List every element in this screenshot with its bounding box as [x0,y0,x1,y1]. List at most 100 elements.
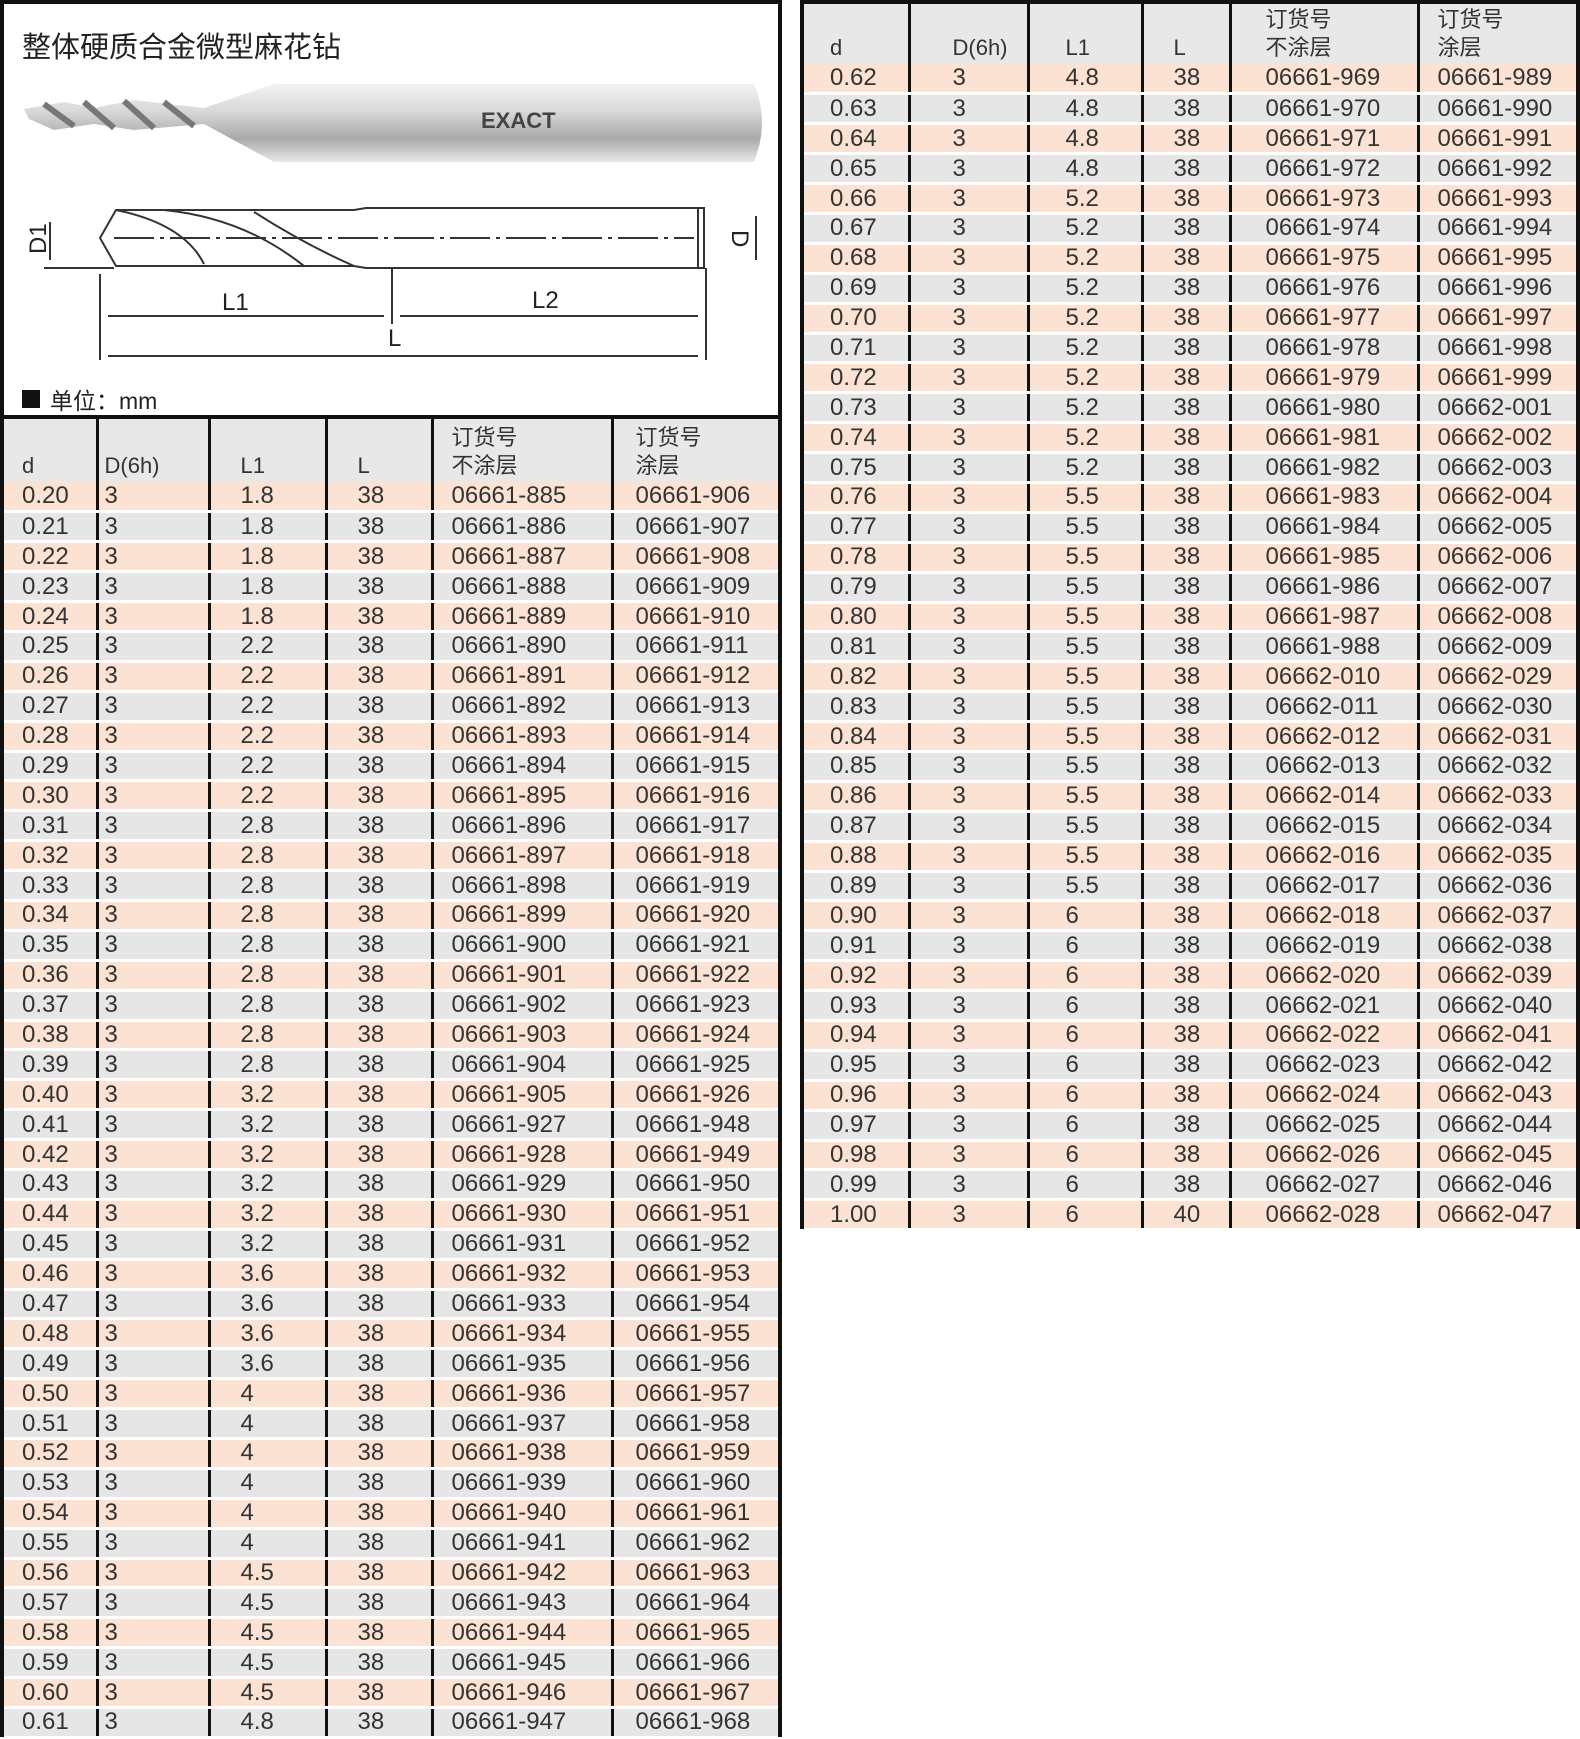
cell-total-length: 38 [1140,1169,1230,1202]
cell-flute-length: 3.6 [207,1318,326,1351]
cell-diameter: 0.28 [4,721,97,753]
table-row: 0.96 3 6 38 06662-024 06662-043 [804,1080,1576,1112]
table-row: 0.55 3 4 38 06661-941 06661-962 [4,1528,778,1560]
cell-diameter: 0.85 [804,751,909,783]
cell-shank: 3 [95,900,209,932]
cell-total-length: 38 [1140,93,1230,126]
cell-shank: 3 [95,1199,209,1231]
cell-order-uncoated: 06661-979 [1228,362,1418,395]
cell-total-length: 38 [324,1289,432,1321]
table-row: 0.51 3 4 38 06661-937 06661-958 [4,1408,778,1440]
table-row: 0.40 3 3.2 38 06661-905 06661-926 [4,1079,778,1112]
table-row: 0.85 3 5.5 38 06662-013 06662-032 [804,751,1576,783]
cell-order-uncoated: 06661-938 [430,1438,612,1470]
table-row: 0.47 3 3.6 38 06661-933 06661-954 [4,1289,778,1321]
cell-order-coated: 06661-998 [1416,333,1576,365]
cell-flute-length: 6 [1026,1110,1142,1142]
cell-order-uncoated: 06661-890 [430,631,612,663]
cell-order-uncoated: 06661-973 [1228,183,1418,215]
cell-flute-length: 5.5 [1026,811,1142,843]
cell-shank: 3 [95,691,209,723]
cell-diameter: 0.29 [4,751,97,783]
table-row: 0.48 3 3.6 38 06661-934 06661-955 [4,1318,778,1351]
cell-order-coated: 06662-006 [1416,542,1576,574]
cell-flute-length: 6 [1026,990,1142,1022]
cell-order-coated: 06661-952 [610,1229,778,1261]
cell-diameter: 0.20 [4,482,97,514]
cell-diameter: 0.43 [4,1169,97,1201]
cell-diameter: 0.51 [4,1408,97,1440]
column-header-diameter: d [4,419,97,482]
cell-order-uncoated: 06661-933 [430,1289,612,1321]
cell-order-coated: 06661-964 [610,1587,778,1620]
cell-total-length: 38 [324,870,432,902]
cell-order-uncoated: 06662-016 [1228,841,1418,873]
cell-order-coated: 06661-913 [610,691,778,723]
cell-diameter: 0.47 [4,1289,97,1321]
table-row: 0.52 3 4 38 06661-938 06661-959 [4,1438,778,1470]
cell-order-coated: 06661-921 [610,930,778,962]
table-row: 0.82 3 5.5 38 06662-010 06662-029 [804,661,1576,694]
table-row: 0.44 3 3.2 38 06661-930 06661-951 [4,1199,778,1231]
cell-total-length: 38 [1140,1080,1230,1112]
table-row: 0.25 3 2.2 38 06661-890 06661-911 [4,631,778,663]
cell-diameter: 0.45 [4,1229,97,1261]
cell-flute-length: 1.8 [207,482,326,514]
cell-total-length: 38 [1140,602,1230,634]
table-row: 0.72 3 5.2 38 06661-979 06661-999 [804,362,1576,395]
cell-total-length: 38 [324,631,432,663]
table-row: 0.79 3 5.5 38 06661-986 06662-007 [804,572,1576,604]
cell-flute-length: 4.5 [207,1558,326,1590]
product-panel: 整体硬质合金微型麻花钻 EXACT D1 [0,0,782,419]
cell-order-coated: 06662-041 [1416,1020,1576,1052]
cell-diameter: 0.88 [804,841,909,873]
cell-flute-length: 4.8 [1026,153,1142,186]
cell-total-length: 38 [324,1498,432,1530]
cell-flute-length: 2.8 [207,960,326,992]
cell-shank: 3 [907,1140,1028,1172]
cell-order-uncoated: 06662-021 [1228,990,1418,1022]
cell-order-coated: 06661-914 [610,721,778,753]
cell-order-uncoated: 06661-988 [1228,631,1418,664]
cell-total-length: 38 [1140,871,1230,903]
cell-total-length: 38 [324,571,432,604]
cell-diameter: 0.79 [804,572,909,604]
cell-flute-length: 5.2 [1026,213,1142,245]
cell-flute-length: 6 [1026,900,1142,933]
cell-shank: 3 [907,273,1028,305]
cell-flute-length: 3.6 [207,1348,326,1381]
cell-total-length: 38 [324,1677,432,1710]
cell-total-length: 38 [1140,1110,1230,1142]
cell-shank: 3 [95,870,209,902]
cell-order-coated: 06661-962 [610,1528,778,1560]
cell-shank: 3 [95,482,209,514]
bullet-square-icon [22,390,40,408]
table-row: 0.87 3 5.5 38 06662-015 06662-034 [804,811,1576,843]
table-row: 0.94 3 6 38 06662-022 06662-041 [804,1020,1576,1052]
cell-shank: 3 [95,1558,209,1590]
cell-total-length: 38 [324,1079,432,1112]
cell-flute-length: 5.2 [1026,422,1142,455]
cell-diameter: 0.98 [804,1140,909,1172]
cell-flute-length: 5.2 [1026,303,1142,335]
cell-order-uncoated: 06662-022 [1228,1020,1418,1052]
cell-shank: 3 [95,1259,209,1291]
cell-shank: 3 [95,721,209,753]
cell-order-coated: 06661-908 [610,541,778,574]
cell-order-coated: 06662-003 [1416,452,1576,484]
cell-flute-length: 3.2 [207,1199,326,1231]
cell-total-length: 38 [324,990,432,1022]
cell-shank: 3 [95,1498,209,1530]
cell-flute-length: 1.8 [207,541,326,574]
cell-flute-length: 5.5 [1026,482,1142,514]
cell-total-length: 38 [324,751,432,783]
table-row: 0.41 3 3.2 38 06661-927 06661-948 [4,1109,778,1142]
cell-order-coated: 06661-958 [610,1408,778,1440]
cell-order-uncoated: 06662-017 [1228,871,1418,903]
cell-flute-length: 5.5 [1026,602,1142,634]
cell-order-coated: 06662-036 [1416,871,1576,903]
cell-diameter: 0.86 [804,781,909,813]
cell-shank: 3 [907,64,1028,96]
table-row: 0.58 3 4.5 38 06661-944 06661-965 [4,1617,778,1650]
cell-total-length: 38 [324,960,432,992]
